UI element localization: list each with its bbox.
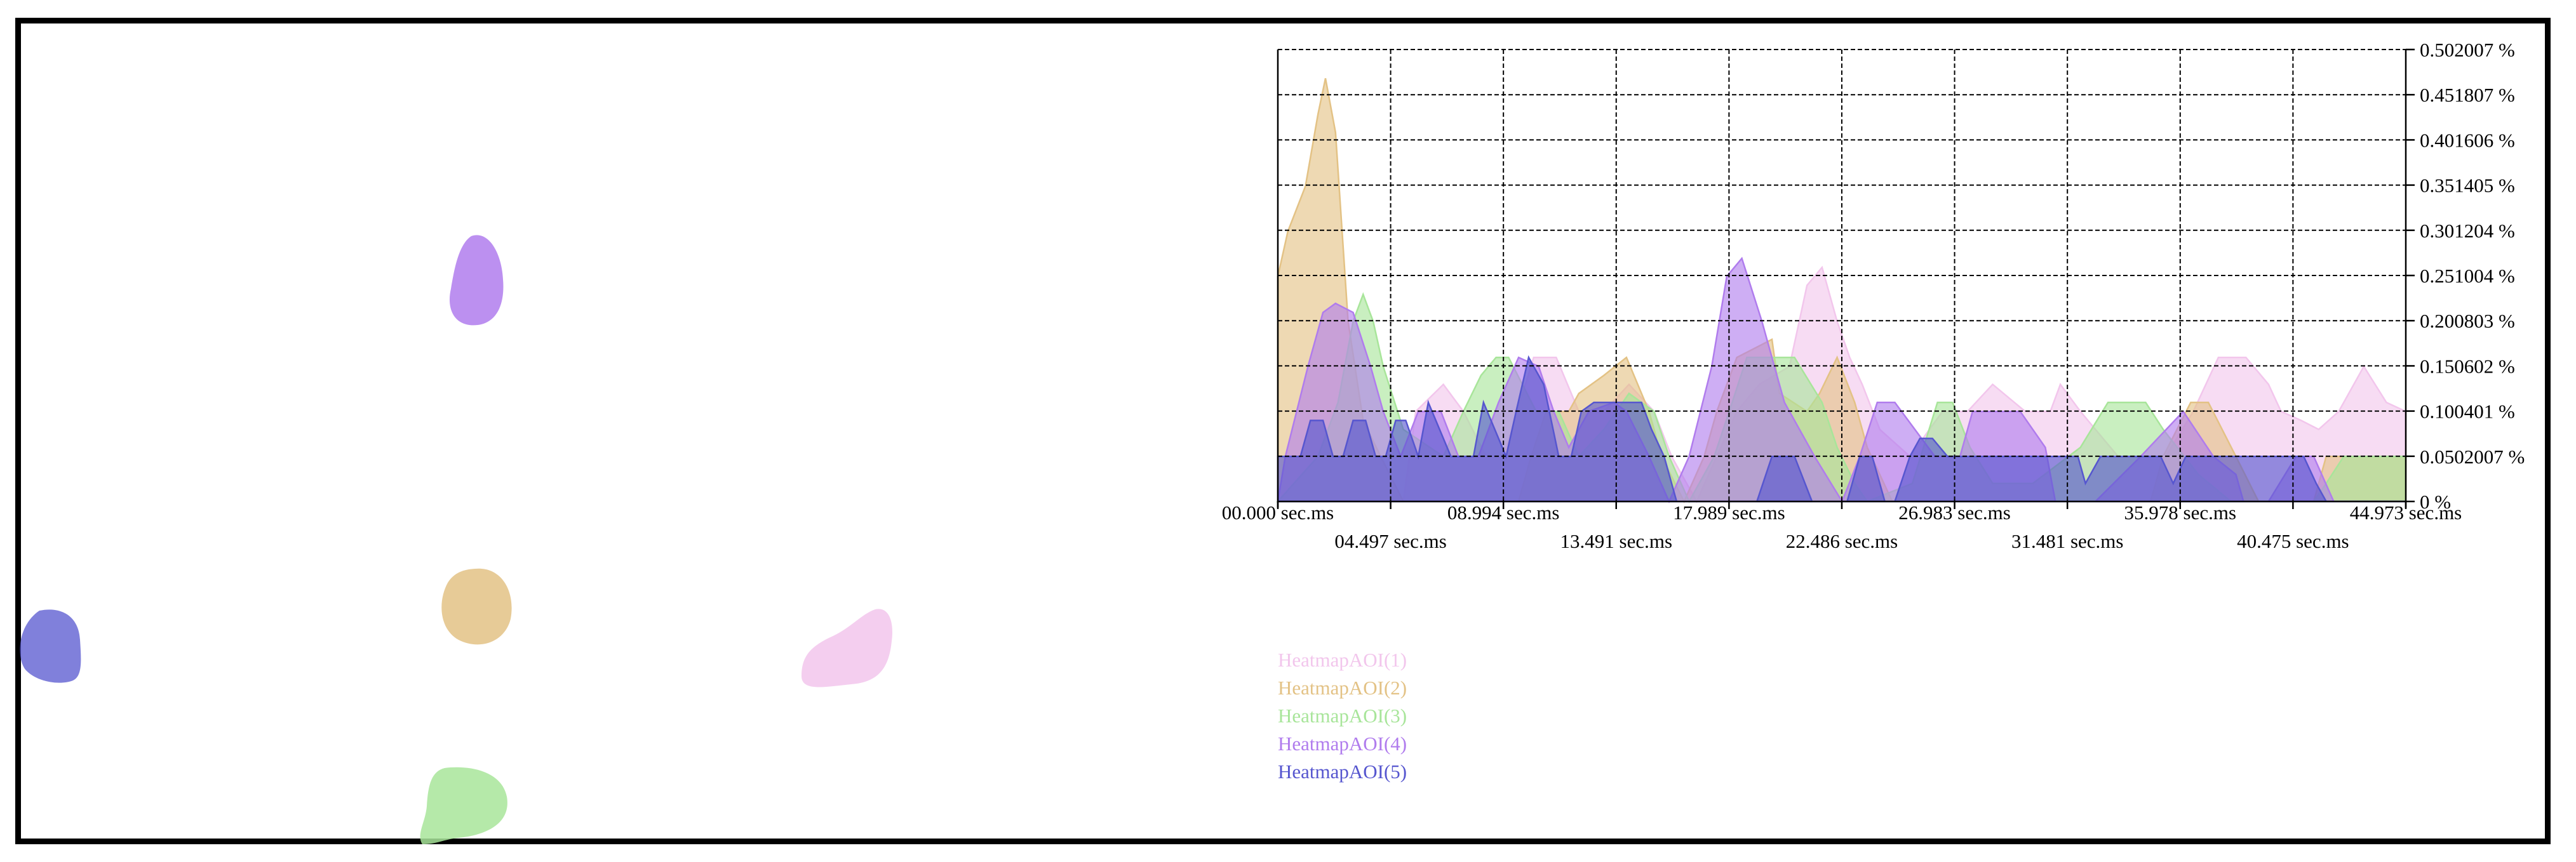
x-tick-label: 08.994 sec.ms [1447,501,1560,524]
y-tick-label: 0.351405 % [2420,175,2515,197]
x-tick-label: 00.000 sec.ms [1222,501,1334,524]
x-tick-label: 31.481 sec.ms [2011,530,2124,552]
aoi-region-3 [420,767,507,844]
series-area-4 [1277,256,2406,504]
series-area-5 [1277,355,2406,503]
y-tick-label: 0.251004 % [2420,265,2515,287]
legend-item-5: HeatmapAOI(5) [1278,758,1407,786]
y-tick-label: 0.200803 % [2420,310,2515,332]
legend-label-1: HeatmapAOI(1) [1278,649,1407,671]
y-tick-label: 0 % [2420,491,2451,513]
aoi-region-5 [20,609,81,683]
x-tick-label: 17.989 sec.ms [1673,501,1785,524]
aoi-region-2 [441,568,512,645]
aoi-region-4 [449,235,504,326]
legend-label-3: HeatmapAOI(3) [1278,705,1407,727]
y-tick-label: 0.100401 % [2420,401,2515,423]
x-tick-label: 04.497 sec.ms [1334,530,1447,552]
y-tick-label: 0.0502007 % [2420,446,2525,468]
legend-label-4: HeatmapAOI(4) [1278,733,1407,755]
legend-item-3: HeatmapAOI(3) [1278,702,1407,730]
y-tick-labels: 0 % 0.0502007 % 0.100401 % 0.150602 % 0.2008… [2420,39,2525,513]
chart-axes [1277,48,2415,509]
aoi-region-1 [802,609,892,687]
y-tick-label: 0.502007 % [2420,39,2515,61]
legend-item-2: HeatmapAOI(2) [1278,674,1407,702]
legend-label-5: HeatmapAOI(5) [1278,760,1407,783]
x-tick-label: 44.973 sec.ms [2350,501,2462,524]
x-tick-label: 13.491 sec.ms [1560,530,1673,552]
legend-label-2: HeatmapAOI(2) [1278,677,1407,699]
y-tick-label: 0.401606 % [2420,129,2515,151]
y-tick-label: 0.301204 % [2420,220,2515,242]
x-tick-label: 35.978 sec.ms [2124,501,2237,524]
legend-item-4: HeatmapAOI(4) [1278,730,1407,758]
x-tick-label: 26.983 sec.ms [1898,501,2011,524]
x-tick-label: 22.486 sec.ms [1786,530,1898,552]
x-tick-label: 40.475 sec.ms [2237,530,2349,552]
y-tick-label: 0.150602 % [2420,355,2515,377]
legend-item-1: HeatmapAOI(1) [1278,646,1407,674]
y-tick-label: 0.451807 % [2420,84,2515,106]
